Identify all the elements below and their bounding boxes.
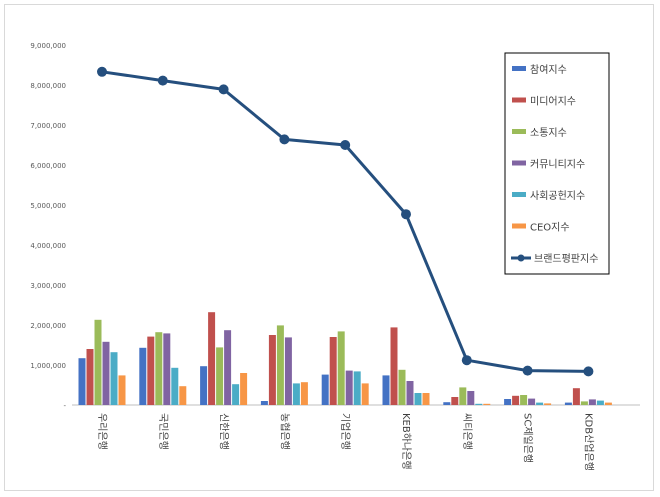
legend-swatch [512, 192, 526, 197]
bar [155, 332, 163, 405]
bar [588, 399, 596, 405]
bar [86, 349, 94, 405]
bar [260, 401, 268, 405]
bar [467, 391, 475, 405]
legend-swatch [512, 97, 526, 103]
category-label: 우리은행 [96, 413, 108, 450]
bar [179, 386, 187, 405]
category-label: 국민은행 [157, 413, 169, 450]
bar [216, 347, 224, 405]
y-tick-label: 9,000,000 [30, 42, 66, 50]
bar [268, 335, 276, 405]
bar [390, 327, 398, 405]
y-tick-label: 6,000,000 [30, 162, 66, 170]
category-label: 농협은행 [278, 413, 291, 450]
bar [414, 393, 422, 405]
y-tick-label: 7,000,000 [30, 122, 66, 130]
bar [171, 367, 179, 405]
bar [512, 395, 520, 405]
legend-label: 커뮤니티지수 [530, 159, 585, 171]
y-tick-label: 1,000,000 [30, 362, 66, 370]
legend-swatch [512, 66, 526, 71]
bar [163, 333, 171, 405]
y-tick-label: 5,000,000 [30, 202, 66, 210]
bar [520, 395, 528, 405]
legend-label: CEO지수 [530, 222, 570, 234]
y-tick-label: 8,000,000 [30, 82, 66, 90]
y-tick-label: - [63, 402, 66, 410]
bar [528, 398, 536, 405]
bar [94, 319, 102, 405]
category-label: 신한은행 [218, 413, 230, 450]
bar [564, 402, 572, 405]
category-label: KEB하나은행 [400, 413, 413, 470]
bar [284, 337, 292, 405]
bar [504, 399, 512, 405]
bar [398, 369, 406, 405]
legend-label: 브랜드평판지수 [534, 253, 598, 265]
category-label: SC제일은행 [522, 413, 534, 463]
bar [596, 400, 604, 405]
line-point [97, 66, 107, 77]
bar [604, 402, 612, 405]
bar [208, 312, 216, 405]
line-point [522, 365, 533, 376]
bar [536, 402, 544, 405]
y-tick-label: 3,000,000 [30, 282, 66, 290]
bar [382, 375, 390, 405]
bar [78, 358, 86, 405]
bar [459, 387, 467, 405]
bar [544, 403, 552, 405]
legend-swatch [512, 223, 526, 229]
line-point [461, 355, 472, 366]
line-point [401, 209, 411, 220]
bar [443, 402, 451, 405]
line-point [583, 366, 594, 377]
category-label: 기업은행 [339, 413, 352, 450]
bar [345, 370, 353, 405]
line-point [340, 140, 351, 150]
bar [300, 382, 308, 405]
legend-swatch-marker [517, 254, 525, 262]
bar [224, 330, 232, 405]
bar [232, 384, 240, 405]
bar [110, 352, 118, 405]
bar [102, 341, 110, 405]
bar [483, 403, 491, 405]
legend-swatch [512, 160, 526, 166]
bar [200, 366, 208, 405]
bar [475, 403, 483, 405]
line-point [218, 84, 229, 95]
category-label: KDB산업은행 [582, 413, 595, 471]
bar [329, 337, 337, 405]
bar [451, 397, 459, 405]
line-point [279, 134, 290, 145]
legend-label: 소통지수 [530, 127, 567, 139]
bar [118, 375, 126, 405]
bar [353, 371, 361, 405]
y-tick-label: 2,000,000 [30, 322, 66, 330]
category-label: 씨티은행 [461, 413, 473, 450]
legend-label: 사회공헌지수 [530, 190, 585, 202]
bar [240, 373, 248, 405]
bar [139, 347, 147, 405]
bar [580, 401, 588, 405]
y-tick-label: 4,000,000 [30, 242, 66, 250]
legend-swatch [512, 129, 526, 134]
bar [337, 331, 345, 405]
bar [361, 383, 369, 405]
bar [572, 388, 580, 405]
legend-label: 미디어지수 [530, 96, 576, 108]
bar [292, 383, 300, 405]
bar [406, 381, 414, 405]
bar [147, 336, 155, 405]
legend-label: 참여지수 [530, 64, 567, 76]
bar [422, 393, 430, 405]
bar [276, 325, 284, 405]
line-point [157, 75, 168, 86]
bar [321, 374, 329, 405]
